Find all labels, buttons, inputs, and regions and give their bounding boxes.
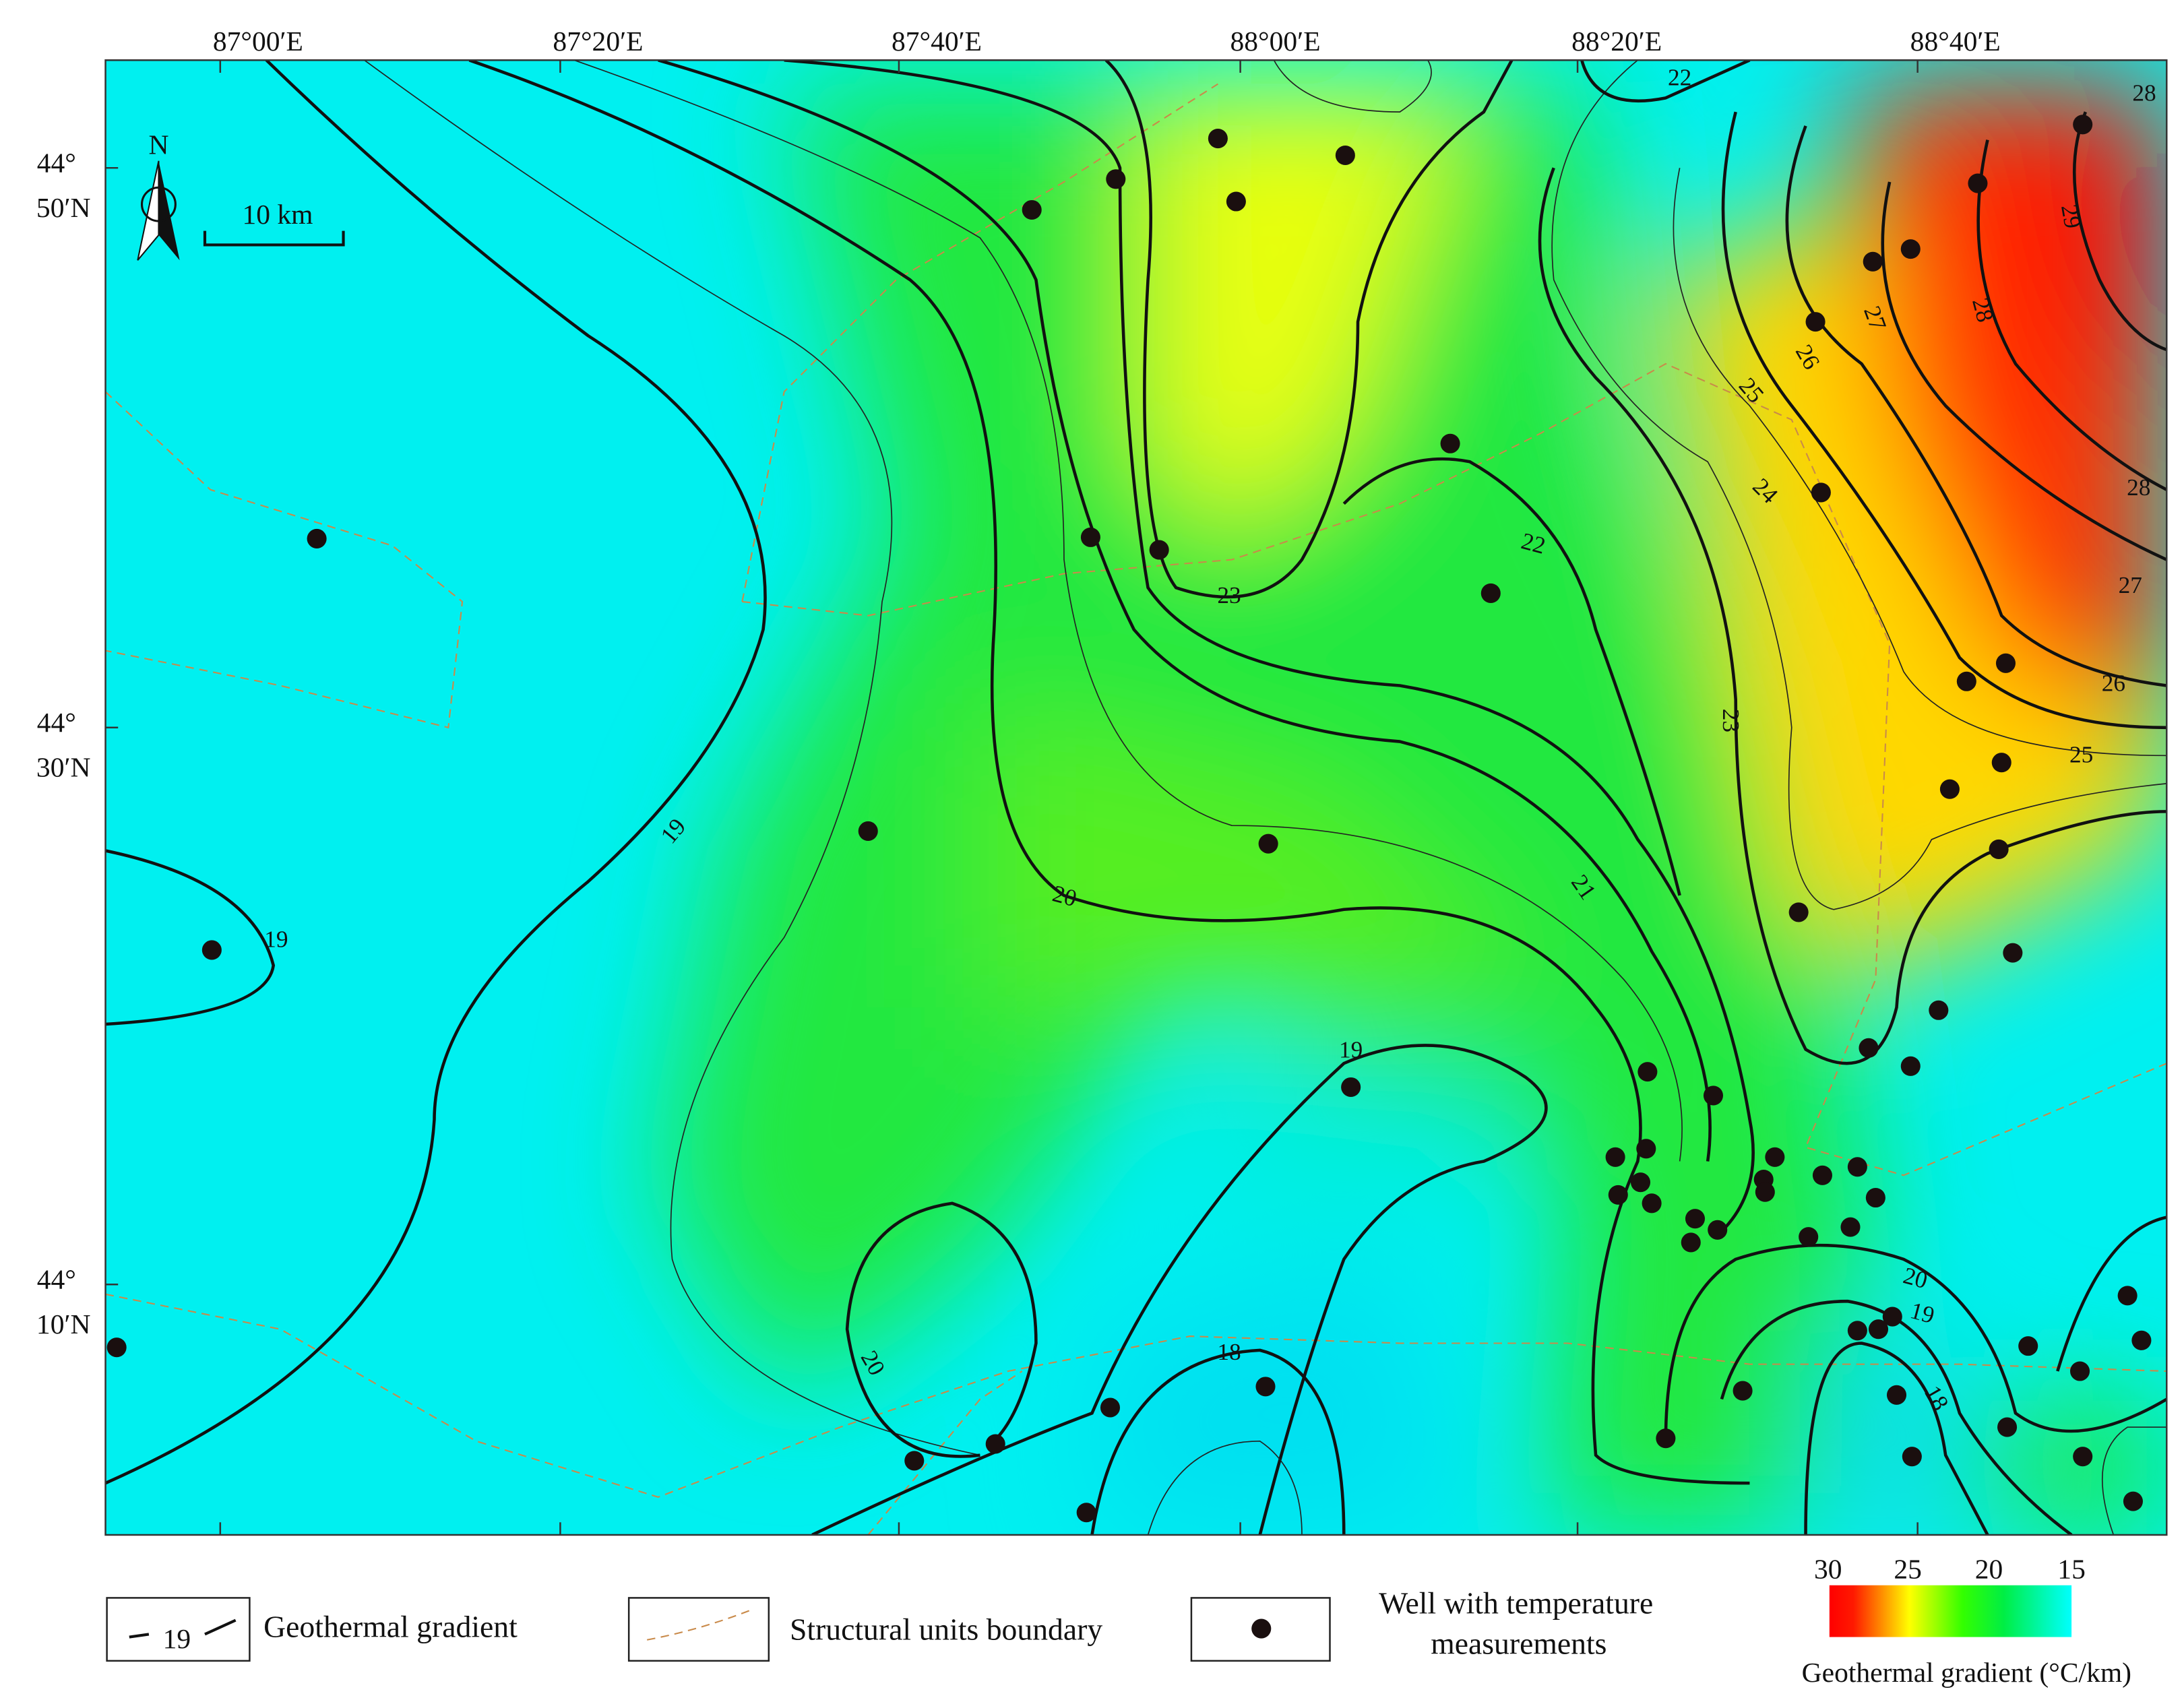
contour-label: 22 xyxy=(1668,64,1691,90)
contour-label: 29 xyxy=(2056,203,2086,231)
wells xyxy=(106,115,2152,1523)
legend-sample-label: 19 xyxy=(163,1623,191,1654)
contour-label: 27 xyxy=(2119,572,2142,598)
map-frame xyxy=(104,59,2168,1536)
graticule-ticks xyxy=(105,60,1918,1535)
colorbar-tick: 30 xyxy=(1814,1553,1842,1584)
longitude-label: 88°40′E xyxy=(1910,26,2001,57)
legend-label: measurements xyxy=(1431,1626,1606,1660)
colorbar-tick: 15 xyxy=(2057,1553,2086,1584)
contour-label: 19 xyxy=(264,926,288,953)
map-field: 22 28 29 27 28 26 25 24 28 27 26 25 23 2… xyxy=(105,60,2167,1535)
colorbar-tick: 20 xyxy=(1975,1553,2003,1584)
longitude-label: 88°20′E xyxy=(1571,26,1662,57)
colorbar-tick: 25 xyxy=(1894,1553,1922,1584)
longitude-label: 88°00′E xyxy=(1230,26,1320,57)
latitude-label: 30′N xyxy=(36,751,91,782)
contour-label: 26 xyxy=(2102,670,2125,697)
contour-label: 23 xyxy=(1718,709,1744,732)
scale-bar: 10 km xyxy=(203,199,345,247)
north-label: N xyxy=(148,129,168,160)
latitude-label: 44° xyxy=(37,147,76,178)
longitude-label: 87°20′E xyxy=(553,26,643,57)
contour-label: 18 xyxy=(1217,1339,1241,1365)
legend-label: Well with temperature xyxy=(1379,1585,1653,1620)
latitude-label: 50′N xyxy=(36,192,91,223)
latitude-label: 10′N xyxy=(36,1309,91,1340)
contour-label: 23 xyxy=(1217,582,1241,608)
longitude-label: 87°00′E xyxy=(213,26,303,57)
colorbar: 30 25 20 15 Geothermal gradient (°C/km) xyxy=(1802,1553,2131,1689)
contour-label: 28 xyxy=(2127,474,2150,501)
scale-label: 10 km xyxy=(242,199,313,230)
contour-label: 19 xyxy=(1339,1037,1363,1063)
longitude-labels: 87°00′E 87°20′E 87°40′E 88°00′E 88°20′E … xyxy=(213,26,2001,57)
latitude-labels: 44° 50′N 44° 30′N 44° 10′N xyxy=(36,147,91,1340)
legend-label: Structural units boundary xyxy=(790,1612,1102,1647)
contour-label: 28 xyxy=(2132,80,2156,106)
longitude-label: 87°40′E xyxy=(892,26,982,57)
latitude-label: 44° xyxy=(37,1263,76,1294)
legend: 19 Geothermal gradient Structural units … xyxy=(106,1585,1653,1662)
contour-label: 25 xyxy=(2069,742,2093,768)
legend-label: Geothermal gradient xyxy=(263,1610,518,1644)
colorbar-title: Geothermal gradient (°C/km) xyxy=(1802,1657,2131,1689)
latitude-label: 44° xyxy=(37,707,76,738)
